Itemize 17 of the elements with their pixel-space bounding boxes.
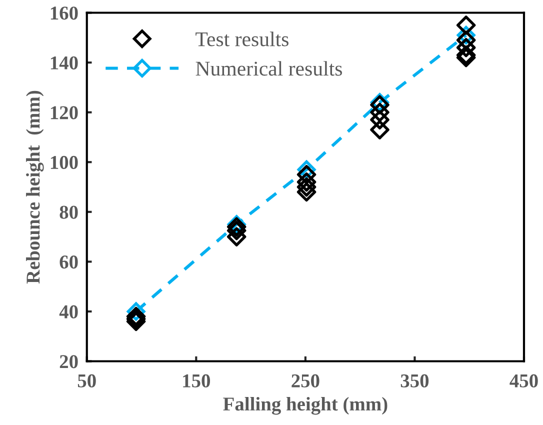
y-tick-label: 20 xyxy=(60,355,78,368)
y-tick-label: 60 xyxy=(60,255,78,269)
y-tick-label: 40 xyxy=(59,305,78,318)
legend-label: Numerical results xyxy=(196,61,342,76)
x-tick-label: 150 xyxy=(183,374,210,388)
y-tick-label: 140 xyxy=(50,56,78,70)
x-tick-label: 50 xyxy=(78,374,96,388)
y-tick-label: 100 xyxy=(50,156,78,170)
y-tick-label: 120 xyxy=(50,106,78,120)
x-axis-title: Falling height (mm) xyxy=(223,396,388,415)
legend-label: Test results xyxy=(196,32,288,46)
y-tick-label: 160 xyxy=(50,6,78,20)
y-axis-title: Rebounce height (mm) xyxy=(26,90,44,284)
x-tick-label: 350 xyxy=(400,374,429,388)
y-tick-label: 80 xyxy=(60,206,78,219)
x-tick-label: 450 xyxy=(510,374,538,388)
x-tick-label: 250 xyxy=(292,374,320,388)
